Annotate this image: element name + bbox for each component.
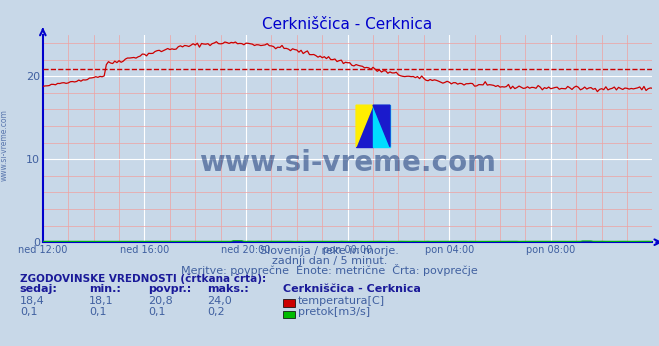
Text: min.:: min.: — [89, 284, 121, 294]
Title: Cerkniščica - Cerknica: Cerkniščica - Cerknica — [262, 17, 433, 32]
Text: Slovenija / reke in morje.: Slovenija / reke in morje. — [260, 246, 399, 256]
Polygon shape — [356, 105, 373, 147]
Text: 0,2: 0,2 — [208, 307, 225, 317]
Polygon shape — [356, 105, 373, 147]
Text: 0,1: 0,1 — [148, 307, 166, 317]
Text: www.si-vreme.com: www.si-vreme.com — [199, 149, 496, 177]
Text: 0,1: 0,1 — [89, 307, 107, 317]
Text: 0,1: 0,1 — [20, 307, 38, 317]
Polygon shape — [373, 105, 390, 147]
Text: ZGODOVINSKE VREDNOSTI (črtkana črta):: ZGODOVINSKE VREDNOSTI (črtkana črta): — [20, 273, 266, 284]
Text: 20,8: 20,8 — [148, 296, 173, 306]
Polygon shape — [373, 105, 390, 147]
Text: temperatura[C]: temperatura[C] — [298, 296, 385, 306]
Text: www.si-vreme.com: www.si-vreme.com — [0, 109, 9, 181]
Text: zadnji dan / 5 minut.: zadnji dan / 5 minut. — [272, 256, 387, 266]
Text: 24,0: 24,0 — [208, 296, 233, 306]
Text: 18,4: 18,4 — [20, 296, 45, 306]
Text: maks.:: maks.: — [208, 284, 249, 294]
Text: Cerkniščica - Cerknica: Cerkniščica - Cerknica — [283, 284, 421, 294]
Text: pretok[m3/s]: pretok[m3/s] — [298, 307, 370, 317]
Text: povpr.:: povpr.: — [148, 284, 192, 294]
Text: sedaj:: sedaj: — [20, 284, 57, 294]
Text: Meritve: povprečne  Enote: metrične  Črta: povprečje: Meritve: povprečne Enote: metrične Črta:… — [181, 264, 478, 276]
Text: 18,1: 18,1 — [89, 296, 113, 306]
